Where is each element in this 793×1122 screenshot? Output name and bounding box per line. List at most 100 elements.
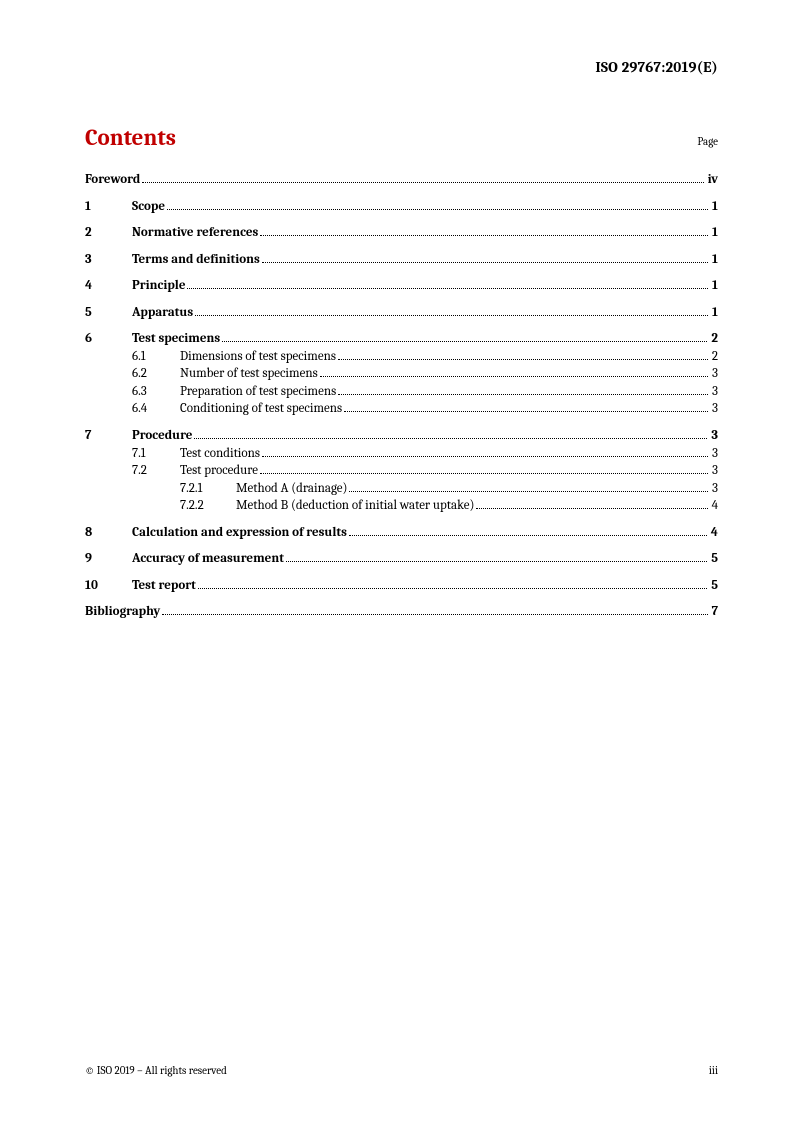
toc-title: Test procedure — [180, 462, 258, 480]
toc-entry-foreword[interactable]: Foreword iv — [85, 171, 718, 189]
contents-title: Contents — [85, 124, 176, 151]
toc-entry-method-a[interactable]: 7.2.1 Method A (drainage) 3 — [85, 480, 718, 498]
toc-page: 1 — [710, 251, 718, 269]
toc-number: 7.2 — [132, 462, 180, 480]
toc-leader — [476, 508, 707, 509]
toc-title: Normative references — [132, 224, 258, 242]
toc-leader — [260, 235, 708, 236]
toc-number: 7.1 — [132, 445, 180, 463]
toc-entry-preparation[interactable]: 6.3 Preparation of test specimens 3 — [85, 383, 718, 401]
toc-number: 6.3 — [132, 383, 180, 401]
toc-page: 4 — [709, 524, 718, 542]
toc-leader — [349, 535, 707, 536]
toc-page: 1 — [710, 198, 718, 216]
toc-number: 5 — [85, 304, 132, 322]
toc-entry-number-specimens[interactable]: 6.2 Number of test specimens 3 — [85, 365, 718, 383]
toc-title: Principle — [132, 277, 185, 295]
toc-number: 8 — [85, 524, 132, 542]
toc-entry-accuracy[interactable]: 9 Accuracy of measurement 5 — [85, 550, 718, 568]
toc-page: 2 — [710, 348, 718, 366]
toc-leader — [338, 359, 708, 360]
toc-entry-dimensions[interactable]: 6.1 Dimensions of test specimens 2 — [85, 348, 718, 366]
toc-title: Procedure — [132, 427, 192, 445]
toc-leader — [194, 438, 707, 439]
toc-number: 6.1 — [132, 348, 180, 366]
toc-leader — [260, 473, 708, 474]
toc-number: 7.2.2 — [180, 497, 236, 515]
toc-number: 4 — [85, 277, 132, 295]
toc-title: Bibliography — [85, 603, 160, 621]
toc-entry-procedure[interactable]: 7 Procedure 3 — [85, 427, 718, 445]
toc-leader — [195, 315, 708, 316]
toc-page: 4 — [710, 497, 718, 515]
toc-page: 5 — [709, 577, 718, 595]
toc-title: Calculation and expression of results — [132, 524, 347, 542]
toc-title: Scope — [132, 198, 165, 216]
toc-page: 7 — [710, 603, 718, 621]
toc-entry-test-specimens[interactable]: 6 Test specimens 2 — [85, 330, 718, 348]
toc-entry-method-b[interactable]: 7.2.2 Method B (deduction of initial wat… — [85, 497, 718, 515]
toc-leader — [167, 209, 708, 210]
toc-page: iv — [706, 171, 718, 189]
toc-leader — [222, 341, 707, 342]
toc-number: 2 — [85, 224, 132, 242]
page-footer: © ISO 2019 – All rights reserved iii — [85, 1064, 718, 1077]
toc-title: Test specimens — [132, 330, 220, 348]
toc-entry-test-procedure[interactable]: 7.2 Test procedure 3 — [85, 462, 718, 480]
toc-title: Test report — [132, 577, 196, 595]
toc-entry-calculation[interactable]: 8 Calculation and expression of results … — [85, 524, 718, 542]
toc-page: 3 — [710, 383, 718, 401]
toc-number: 6.2 — [132, 365, 180, 383]
toc-leader — [344, 411, 708, 412]
toc-title: Method A (drainage) — [236, 480, 347, 498]
toc-page: 3 — [710, 365, 718, 383]
toc-number: 3 — [85, 251, 132, 269]
toc-leader — [162, 614, 707, 615]
toc-title: Conditioning of test specimens — [180, 400, 342, 418]
toc-page: 1 — [710, 277, 718, 295]
toc-title: Terms and definitions — [132, 251, 260, 269]
toc-page: 3 — [710, 400, 718, 418]
toc-leader — [320, 376, 708, 377]
toc-number: 6.4 — [132, 400, 180, 418]
toc-page: 3 — [710, 445, 718, 463]
toc-title: Dimensions of test specimens — [180, 348, 336, 366]
toc-title: Preparation of test specimens — [180, 383, 336, 401]
table-of-contents: Foreword iv 1 Scope 1 2 Normative refere… — [85, 171, 718, 621]
toc-entry-normative-references[interactable]: 2 Normative references 1 — [85, 224, 718, 242]
toc-entry-apparatus[interactable]: 5 Apparatus 1 — [85, 304, 718, 322]
toc-leader — [286, 561, 707, 562]
toc-number: 1 — [85, 198, 132, 216]
toc-title: Apparatus — [132, 304, 193, 322]
toc-page: 3 — [709, 427, 718, 445]
toc-page: 5 — [709, 550, 718, 568]
toc-leader — [338, 394, 708, 395]
toc-leader — [349, 491, 708, 492]
toc-entry-terms-definitions[interactable]: 3 Terms and definitions 1 — [85, 251, 718, 269]
toc-leader — [262, 456, 708, 457]
toc-page: 1 — [710, 304, 718, 322]
toc-title: Accuracy of measurement — [132, 550, 284, 568]
page-column-label: Page — [697, 135, 718, 148]
toc-number: 7 — [85, 427, 132, 445]
toc-page: 3 — [710, 462, 718, 480]
document-id: ISO 29767:2019(E) — [85, 58, 718, 76]
toc-entry-principle[interactable]: 4 Principle 1 — [85, 277, 718, 295]
toc-leader — [187, 288, 708, 289]
toc-entry-test-conditions[interactable]: 7.1 Test conditions 3 — [85, 445, 718, 463]
toc-title: Number of test specimens — [180, 365, 318, 383]
toc-title: Foreword — [85, 171, 140, 189]
toc-entry-conditioning[interactable]: 6.4 Conditioning of test specimens 3 — [85, 400, 718, 418]
toc-number: 9 — [85, 550, 132, 568]
toc-entry-bibliography[interactable]: Bibliography 7 — [85, 603, 718, 621]
toc-title: Test conditions — [180, 445, 260, 463]
toc-entry-test-report[interactable]: 10 Test report 5 — [85, 577, 718, 595]
toc-entry-scope[interactable]: 1 Scope 1 — [85, 198, 718, 216]
toc-page: 1 — [710, 224, 718, 242]
toc-number: 10 — [85, 577, 132, 595]
toc-title: Method B (deduction of initial water upt… — [236, 497, 474, 515]
toc-leader — [198, 588, 707, 589]
page-number: iii — [709, 1064, 718, 1077]
toc-page: 2 — [709, 330, 718, 348]
toc-leader — [262, 262, 708, 263]
